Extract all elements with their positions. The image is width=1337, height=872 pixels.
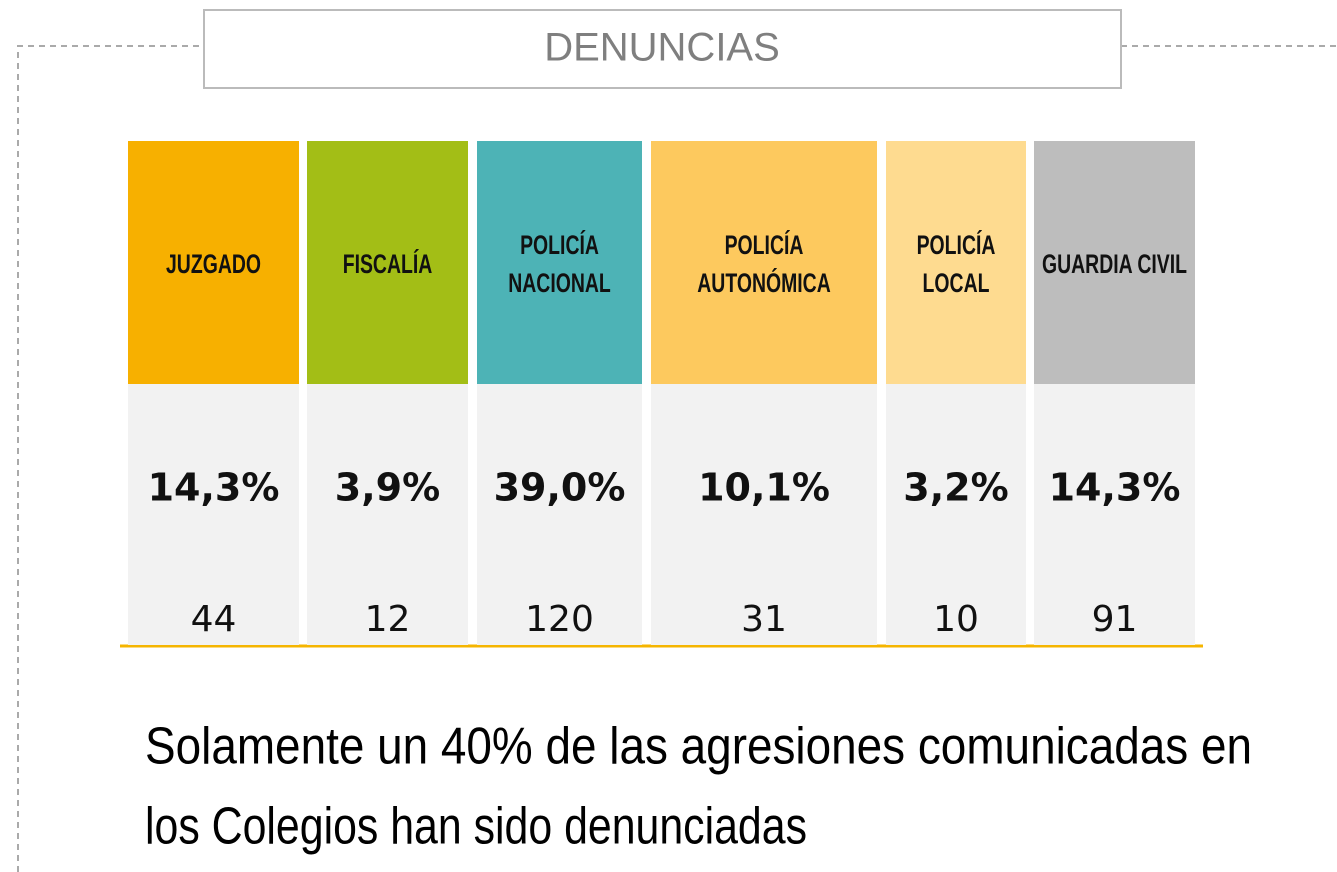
count: 91 [1092, 599, 1138, 640]
header-label: JUZGADO [166, 249, 261, 279]
header-label: GUARDIA CIVIL [1042, 249, 1187, 279]
header-label: NACIONAL [508, 268, 611, 298]
percent: 3,9% [335, 466, 440, 510]
header-label: FISCALÍA [343, 248, 433, 279]
body-cell [651, 384, 877, 645]
header-label: AUTONÓMICA [697, 267, 831, 298]
count: 44 [191, 599, 237, 640]
percent: 3,2% [903, 466, 1008, 510]
percent: 39,0% [494, 466, 626, 510]
percent: 14,3% [148, 466, 280, 510]
title: DENUNCIAS [544, 26, 780, 70]
count: 120 [525, 599, 594, 640]
header-cell [651, 141, 877, 384]
header-label: LOCAL [923, 268, 990, 298]
count: 31 [741, 599, 787, 640]
count: 10 [933, 599, 979, 640]
percent: 10,1% [698, 466, 830, 510]
body-cell [128, 384, 299, 645]
header-cell [1034, 141, 1195, 384]
header-label: POLICÍA [725, 229, 804, 260]
body-cell [307, 384, 468, 645]
body-cell [886, 384, 1026, 645]
header-cell [886, 141, 1026, 384]
header-cell [128, 141, 299, 384]
header-label: POLICÍA [917, 229, 996, 260]
body-cell [477, 384, 642, 645]
dashed-frame [17, 45, 1337, 872]
percent: 14,3% [1049, 466, 1181, 510]
count: 12 [365, 599, 411, 640]
header-cell [477, 141, 642, 384]
note-line: los Colegios han sido denunciadas [145, 798, 807, 856]
header-label: POLICÍA [520, 229, 599, 260]
body-cell [1034, 384, 1195, 645]
header-cell [307, 141, 468, 384]
note-line: Solamente un 40% de las agresiones comun… [145, 718, 1252, 776]
title-box [203, 9, 1122, 89]
